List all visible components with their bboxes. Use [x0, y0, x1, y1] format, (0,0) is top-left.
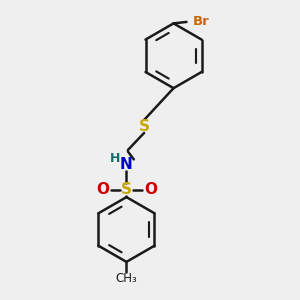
Text: S: S [139, 119, 150, 134]
Text: S: S [121, 182, 132, 197]
Text: CH₃: CH₃ [116, 272, 137, 285]
Text: N: N [120, 157, 133, 172]
Text: Br: Br [192, 15, 209, 28]
Text: O: O [144, 182, 157, 197]
Text: O: O [96, 182, 109, 197]
Text: H: H [110, 152, 120, 165]
